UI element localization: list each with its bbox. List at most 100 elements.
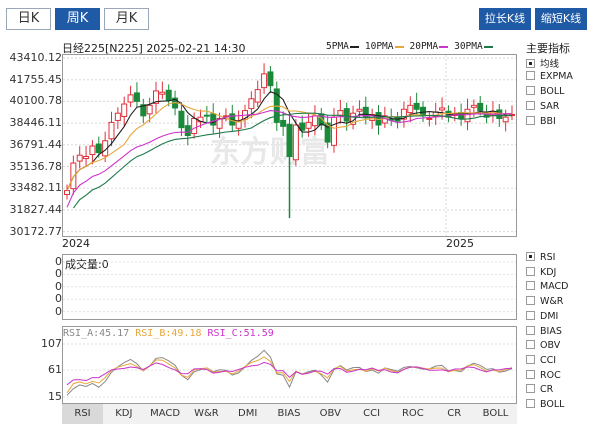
period-tab[interactable]: 日K <box>6 8 51 30</box>
candle-body <box>413 102 420 110</box>
rsi-chart-frame <box>62 326 517 404</box>
candle-body <box>439 107 446 111</box>
checkbox-icon[interactable] <box>526 86 535 95</box>
indicator-tab[interactable]: BOLL <box>482 408 509 419</box>
price-axis-label: 31827.44 <box>9 202 63 216</box>
lengthen-kline-button[interactable]: 拉长K线 <box>479 8 531 30</box>
sub-indicator-option[interactable]: OBV <box>526 340 560 351</box>
indicator-tab[interactable]: RSI <box>62 404 103 424</box>
index-name: 日经225[N225] <box>62 42 143 55</box>
checkbox-icon[interactable] <box>526 281 535 291</box>
indicator-tab[interactable]: MACD <box>150 408 181 419</box>
candle-body <box>165 89 172 101</box>
indicator-tab[interactable]: CCI <box>363 408 381 419</box>
candle-body <box>261 73 268 89</box>
checkbox-icon[interactable] <box>526 101 535 110</box>
checkbox-icon[interactable] <box>526 399 535 408</box>
main-indicator-option[interactable]: SAR <box>526 101 559 112</box>
checkbox-icon[interactable] <box>526 59 535 68</box>
main-indicator-option-label: BBI <box>540 116 556 127</box>
rsi-axis-label: 61 <box>48 363 62 376</box>
indicator-tab[interactable]: BIAS <box>277 408 301 419</box>
candle-body <box>64 190 70 196</box>
sub-indicator-option[interactable]: MACD <box>526 281 568 292</box>
candle-body <box>470 104 477 108</box>
indicator-tab[interactable]: W&R <box>194 408 219 419</box>
sub-indicator-option[interactable]: CCI <box>526 354 556 366</box>
candle-body <box>299 122 306 131</box>
indicator-tab[interactable]: DMI <box>238 408 258 419</box>
sub-indicator-option[interactable]: W&R <box>526 296 563 307</box>
sub-indicator-option[interactable]: BIAS <box>526 325 562 337</box>
ma-legend-item: 10PMA <box>365 41 404 52</box>
main-indicator-option-label: BOLL <box>540 86 565 97</box>
indicator-tab[interactable]: OBV <box>319 408 341 419</box>
sub-indicator-option-label: DMI <box>540 310 559 322</box>
shorten-kline-button[interactable]: 缩短K线 <box>535 8 587 30</box>
period-tab[interactable]: 周K <box>55 8 100 30</box>
indicator-tab[interactable]: CR <box>447 408 462 419</box>
kline-chart-frame <box>62 54 517 237</box>
candle-body <box>203 114 210 117</box>
candle-body <box>70 162 77 190</box>
checkbox-icon[interactable] <box>526 296 535 306</box>
main-indicator-option[interactable]: 均线 <box>526 56 559 70</box>
candle-body <box>400 108 407 120</box>
sub-indicator-option-label: OBV <box>540 340 561 352</box>
sub-indicator-option[interactable]: KDJ <box>526 266 556 278</box>
candle-body <box>248 98 255 110</box>
main-indicator-option[interactable]: BBI <box>526 116 556 127</box>
chart-header: 日经225[N225] 2025-02-21 14:30 <box>62 40 245 56</box>
sub-indicator-option-label: ROC <box>540 369 561 381</box>
candle-body <box>159 91 166 95</box>
sub-indicator-option-label: BOLL <box>540 399 565 410</box>
price-axis-label: 38446.11 <box>9 116 63 130</box>
candle-body <box>362 106 369 118</box>
period-tab[interactable]: 月K <box>104 8 149 30</box>
checkbox-icon[interactable] <box>526 369 535 379</box>
candle-body <box>292 124 299 161</box>
candle-body <box>407 104 414 114</box>
indicator-tab[interactable]: ROC <box>401 408 424 419</box>
checkbox-icon[interactable] <box>526 354 535 364</box>
checkbox-icon[interactable] <box>526 266 535 276</box>
rsi-c-value: RSI_C:51.59 <box>207 328 274 339</box>
candle-body <box>153 90 159 104</box>
main-indicator-option-label: EXPMA <box>540 71 573 82</box>
price-axis-label: 33482.11 <box>9 181 63 195</box>
ma-color-swatch <box>349 45 359 48</box>
checkbox-icon[interactable] <box>526 340 535 350</box>
checkbox-icon[interactable] <box>526 116 535 125</box>
candle-body <box>477 102 484 112</box>
main-indicator-option[interactable]: BOLL <box>526 86 564 97</box>
sub-indicator-option[interactable]: BOLL <box>526 399 564 410</box>
candle-body <box>305 121 312 129</box>
checkbox-icon[interactable] <box>526 325 535 335</box>
checkbox-icon[interactable] <box>526 252 535 261</box>
indicator-tab[interactable]: KDJ <box>115 408 133 419</box>
rsi-line <box>66 349 513 396</box>
ma-legend-item: 5PMA <box>326 41 359 52</box>
main-indicator-option[interactable]: EXPMA <box>526 71 573 82</box>
candle-body <box>146 104 153 115</box>
ma-legend-label: 20PMA <box>409 41 439 52</box>
candle-body <box>324 122 331 143</box>
sub-indicator-option[interactable]: RSI <box>526 252 555 263</box>
sub-indicator-option[interactable]: ROC <box>526 369 561 381</box>
candle-body <box>178 110 185 129</box>
checkbox-icon[interactable] <box>526 71 535 80</box>
sub-indicator-option[interactable]: CR <box>526 384 553 395</box>
candle-body <box>76 154 83 162</box>
ma-legend: 5PMA 10PMA 20PMA 30PMA <box>326 41 499 52</box>
ma-color-swatch <box>439 45 449 48</box>
checkbox-icon[interactable] <box>526 310 535 320</box>
price-axis-label: 43410.12 <box>9 51 63 64</box>
main-indicator-option-label: SAR <box>540 101 560 112</box>
checkbox-icon[interactable] <box>526 384 535 394</box>
volume-label: 成交量:0 <box>65 258 109 271</box>
rsi-a-value: RSI_A:45.17 <box>63 328 130 339</box>
rsi-legend: RSI_A:45.17 RSI_B:49.18 RSI_C:51.59 <box>63 328 274 339</box>
ma-color-swatch <box>394 45 404 48</box>
sub-indicator-option[interactable]: DMI <box>526 310 559 322</box>
